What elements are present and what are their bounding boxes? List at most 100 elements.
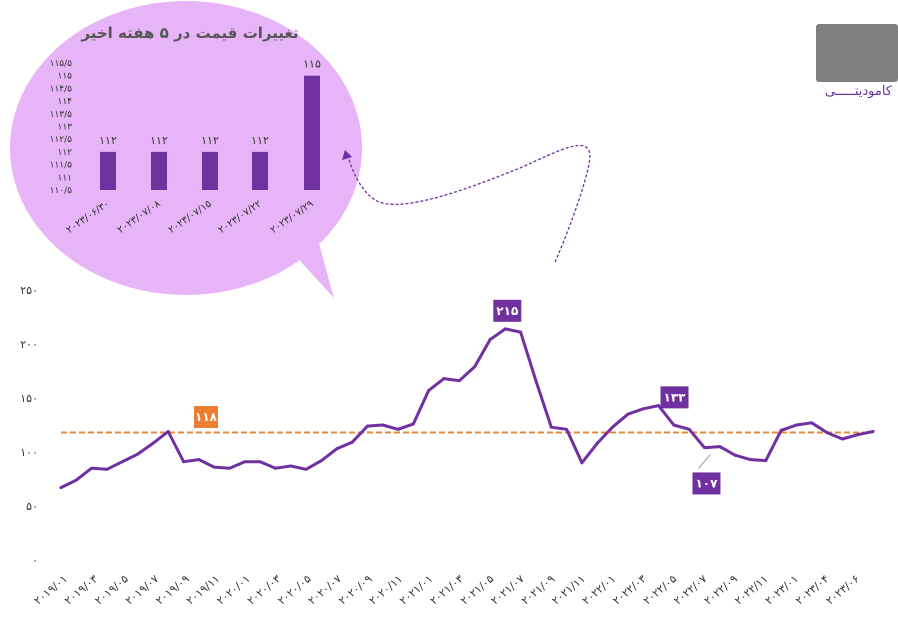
x-tick-label: ۲۰۲۰/۰۵ [275, 572, 313, 607]
x-tick-label: ۲۰۲۰/۰۱ [214, 572, 252, 607]
y-tick-label: ۱۰۰ [20, 446, 38, 459]
data-point [657, 404, 661, 408]
data-point [151, 441, 155, 445]
data-point [212, 465, 216, 469]
brand-logo [816, 24, 898, 82]
data-point [350, 440, 354, 444]
data-point [794, 423, 798, 427]
bar-y-tick-label: ۱۱۲ [57, 148, 72, 158]
x-tick-label: ۲۰۱۹/۰۵ [92, 572, 130, 607]
data-point [197, 458, 201, 462]
x-tick-label: ۲۰۲۲/۱۱ [732, 572, 770, 607]
x-tick-label: ۲۰۲۲/۰۱ [580, 572, 618, 607]
x-tick-label: ۲۰۲۱/۰۹ [519, 572, 557, 607]
data-point [228, 466, 232, 470]
data-point [825, 431, 829, 435]
annotation-label-bg [493, 299, 522, 322]
bar [304, 75, 320, 190]
data-point [503, 327, 507, 331]
data-point [871, 429, 875, 433]
data-point [365, 424, 369, 428]
data-point [595, 441, 599, 445]
bar-y-tick-label: ۱۱۴/۵ [50, 84, 73, 94]
data-point [580, 461, 584, 465]
data-point [626, 412, 630, 416]
data-point [565, 427, 569, 431]
data-point [427, 388, 431, 392]
data-point [687, 427, 691, 431]
annotation-label: ۱۳۳ [664, 390, 687, 404]
bar-y-tick-label: ۱۱۵/۵ [50, 59, 73, 69]
bar-value-label: ۱۱۵ [303, 58, 321, 71]
brand-name: کامودیتـــــی [824, 84, 892, 99]
bar [252, 151, 268, 190]
price-series-line [59, 327, 875, 490]
bar-y-tick-label: ۱۱۵ [57, 72, 72, 82]
x-tick-label: ۲۰۱۹/۰۷ [123, 572, 161, 607]
bar-chart-title: تغییرات قیمت در ۵ هفته اخیر [80, 24, 298, 42]
y-tick-label: ۱۵۰ [20, 392, 38, 405]
data-point [136, 452, 140, 456]
data-point [258, 460, 262, 464]
data-point [534, 379, 538, 383]
data-point [120, 460, 124, 464]
x-tick-label: ۲۰۲۲/۰۹ [702, 572, 740, 607]
data-point [182, 460, 186, 464]
x-tick-label: ۲۰۲۲/۰۳ [610, 572, 648, 607]
data-point [611, 425, 615, 429]
bar-y-tick-label: ۱۱۱ [57, 173, 72, 183]
data-point [549, 425, 553, 429]
data-point [702, 446, 706, 450]
data-point [856, 433, 860, 437]
callout-bubble [10, 1, 362, 295]
bar-value-label: ۱۱۲ [201, 134, 219, 147]
data-point [748, 458, 752, 462]
x-tick-label: ۲۰۲۱/۰۷ [488, 572, 526, 607]
annotation-label: ۲۱۵ [496, 304, 518, 318]
data-point [243, 460, 247, 464]
bar-y-tick-label: ۱۱۴ [57, 97, 72, 107]
bar-y-tick-label: ۱۱۰/۵ [50, 186, 73, 196]
y-tick-label: ۵۰ [26, 500, 38, 513]
x-tick-label: ۲۰۲۱/۱۱ [549, 572, 587, 607]
data-point [381, 423, 385, 427]
callout-bubble-layer: تغییرات قیمت در ۵ هفته اخیر ۱۱۰/۵ ۱۱۱ ۱۱۱/۵… [10, 1, 591, 298]
data-point [59, 486, 63, 490]
bar-y-tick-label: ۱۱۲/۵ [50, 135, 73, 145]
x-tick-label: ۲۰۲۰/۰۹ [336, 572, 374, 607]
annotation-label-bg [692, 472, 721, 495]
data-point [488, 338, 492, 342]
data-point [779, 428, 783, 432]
data-point [457, 379, 461, 383]
data-point [411, 422, 415, 426]
data-point [289, 464, 293, 468]
data-point [273, 466, 277, 470]
bar-y-tick-label: ۱۱۳ [57, 123, 72, 133]
x-tick-label: ۲۰۲۲/۰۵ [641, 572, 679, 607]
x-tick-label: ۲۰۲۱/۰۳ [428, 572, 466, 607]
x-tick-label: ۲۰۲۲/۰۷ [671, 572, 709, 607]
data-point [840, 437, 844, 441]
data-point [641, 407, 645, 411]
data-point [335, 447, 339, 451]
y-tick-label: ۰ [32, 554, 38, 567]
bar-value-label: ۱۱۲ [99, 134, 117, 147]
data-point [473, 365, 477, 369]
main-chart-layer: ۰۵۰۱۰۰۱۵۰۲۰۰۲۵۰۲۰۱۹/۰۱۲۰۱۹/۰۳۲۰۱۹/۰۵۲۰۱۹… [20, 284, 875, 607]
data-point [718, 445, 722, 449]
reference-label-bg [194, 406, 218, 428]
data-point [733, 453, 737, 457]
x-tick-label: ۲۰۲۱/۰۱ [397, 572, 435, 607]
x-tick-label: ۲۰۲۰/۰۷ [306, 572, 344, 607]
data-point [672, 423, 676, 427]
bar [100, 151, 116, 190]
y-tick-label: ۲۵۰ [20, 284, 38, 297]
data-point [764, 459, 768, 463]
data-point [519, 330, 523, 334]
bar-value-label: ۱۱۲ [251, 134, 269, 147]
bar-y-tick-label: ۱۱۱/۵ [50, 161, 73, 171]
reference-label: ۱۱۸ [195, 410, 218, 424]
connector-arrowhead [342, 150, 352, 160]
bar [202, 151, 218, 190]
